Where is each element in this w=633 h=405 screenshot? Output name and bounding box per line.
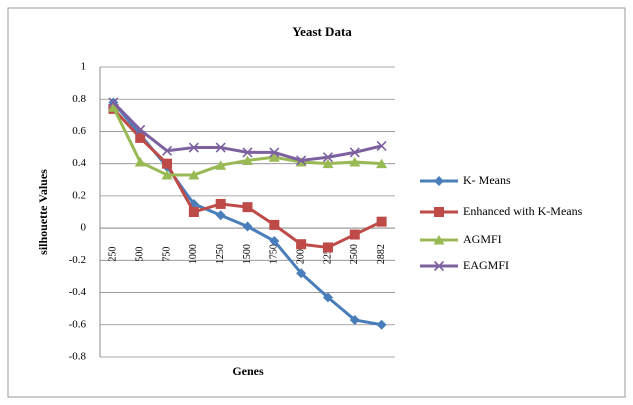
x-tick-label: 2250: [322, 244, 333, 264]
data-point: [108, 97, 119, 108]
x-axis-label: Genes: [232, 364, 264, 378]
data-point: [349, 314, 360, 325]
data-point: [322, 152, 334, 163]
data-point: [135, 124, 146, 135]
data-point: [215, 142, 226, 153]
y-axis-label: silhouette Values: [36, 169, 50, 255]
x-tick-label: 1000: [188, 244, 199, 264]
data-point: [322, 242, 333, 253]
data-point: [242, 202, 253, 213]
data-point: [376, 158, 388, 169]
y-tick-label: 0.6: [72, 125, 86, 137]
x-tick-label: 1750: [269, 244, 280, 264]
chart-title: Yeast Data: [292, 24, 352, 39]
chart-frame: [7, 7, 626, 398]
legend-label: EAGMFI: [463, 258, 509, 272]
x-tick-label: 1500: [242, 244, 253, 264]
data-point: [268, 152, 280, 162]
x-tick-label: 2500: [349, 244, 360, 264]
x-tick-label: 1250: [215, 244, 226, 264]
legend-marker: [434, 207, 444, 217]
data-point: [134, 157, 146, 167]
y-tick-label: 0.2: [72, 189, 86, 201]
data-point: [376, 216, 387, 227]
data-point: [161, 145, 173, 156]
y-tick-label: 0.8: [72, 93, 86, 105]
data-point: [188, 142, 199, 153]
legend-label: Enhanced with K-Means: [463, 204, 583, 218]
data-point: [296, 239, 307, 250]
x-tick-label: 2000: [295, 244, 306, 264]
legend-marker: [433, 235, 445, 245]
data-point: [188, 207, 199, 217]
data-point: [135, 132, 146, 143]
y-tick-label: -0.4: [69, 286, 87, 298]
data-point: [242, 221, 253, 232]
data-point: [215, 160, 227, 170]
data-point: [349, 229, 360, 240]
data-point: [349, 157, 361, 167]
data-point: [215, 210, 226, 221]
y-tick-label: -0.2: [69, 254, 86, 266]
data-point: [376, 319, 387, 330]
data-point: [296, 268, 307, 279]
legend-marker: [434, 176, 444, 186]
data-point: [349, 147, 360, 158]
y-tick-label: 0.4: [72, 157, 86, 169]
data-point: [215, 198, 226, 209]
data-point: [107, 102, 119, 112]
legend-marker: [433, 260, 445, 272]
data-point: [322, 158, 334, 169]
data-point: [296, 155, 307, 166]
y-tick-label: 0: [81, 222, 87, 234]
y-tick-label: -0.8: [69, 351, 87, 363]
data-point: [376, 140, 387, 152]
y-tick-label: -0.6: [69, 318, 87, 330]
data-point: [161, 169, 173, 180]
data-point: [269, 147, 280, 158]
legend-label: K- Means: [463, 173, 511, 187]
y-tick-label: 1: [81, 61, 87, 73]
data-point: [322, 292, 333, 303]
x-tick-label: 250: [108, 247, 119, 262]
x-tick-label: 500: [135, 247, 146, 262]
x-tick-label: 750: [161, 247, 172, 262]
data-point: [242, 147, 253, 158]
data-point: [269, 236, 280, 246]
data-point: [188, 169, 200, 180]
data-point: [242, 155, 253, 165]
x-tick-label: 2882: [376, 244, 387, 264]
data-point: [162, 158, 173, 169]
data-point: [269, 219, 280, 230]
legend-label: AGMFI: [463, 232, 502, 246]
